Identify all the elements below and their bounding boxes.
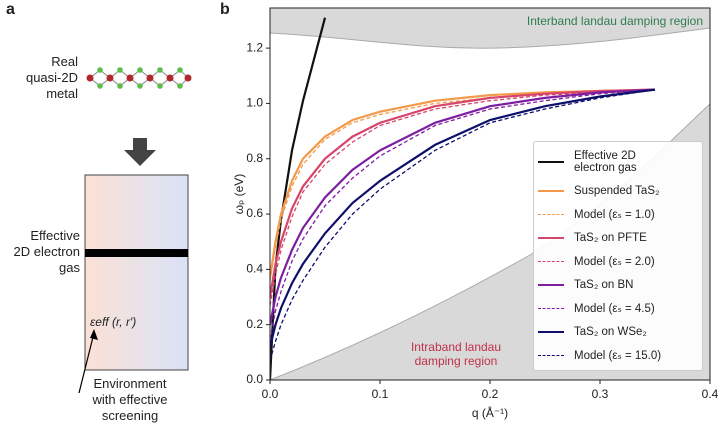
legend-entry: Model (εₛ = 1.0) (538, 203, 698, 227)
legend-label: Model (εₛ = 2.0) (574, 256, 655, 269)
x-tick-label: 0.1 (372, 387, 389, 401)
y-tick-label: 1.2 (246, 40, 263, 54)
legend-swatch (538, 307, 564, 309)
x-axis-label: q (Å⁻¹) (472, 405, 508, 420)
legend-swatch (538, 354, 564, 356)
legend-swatch (538, 260, 564, 262)
text-line: Environment (93, 376, 167, 391)
text-line: 2D electron (13, 244, 80, 259)
legend-swatch (538, 236, 564, 239)
pointer-head (90, 329, 98, 340)
pointer-line (78, 332, 95, 394)
annotation: damping region (415, 354, 498, 368)
text-line: metal (46, 86, 78, 101)
text-line: Real (51, 54, 78, 69)
legend-swatch (538, 161, 564, 163)
y-axis-label: ωₚ (eV) (232, 174, 246, 215)
legend: Effective 2D electron gas Suspended TaS₂ M… (533, 141, 703, 371)
y-tick-label: 0.8 (246, 151, 263, 165)
series-line (270, 88, 656, 281)
series-line (270, 88, 656, 298)
legend-entry: Model (εₛ = 15.0) (538, 344, 698, 368)
series-line (270, 88, 656, 348)
y-tick-label: 0.6 (246, 206, 263, 220)
legend-swatch (538, 283, 564, 286)
legend-label: TaS₂ on BN (574, 278, 634, 291)
legend-entry: Model (εₛ = 4.5) (538, 297, 698, 321)
electron-gas-sheet (85, 249, 188, 257)
legend-entry: TaS₂ on BN (538, 273, 698, 297)
series-line (270, 88, 656, 325)
x-tick-label: 0.3 (592, 387, 609, 401)
interband-region (269, 7, 711, 49)
series-line (270, 17, 327, 380)
legend-entry: TaS₂ on PFTE (538, 226, 698, 250)
environment-box (84, 174, 189, 371)
y-tick-label: 0.4 (246, 262, 263, 276)
annotation: Intraband landau (411, 340, 501, 354)
legend-swatch (538, 189, 564, 192)
legend-label: Model (εₛ = 4.5) (574, 303, 655, 316)
legend-swatch (538, 213, 564, 215)
x-tick-label: 0.0 (262, 387, 279, 401)
down-arrow (124, 138, 156, 166)
legend-label: Model (εₛ = 15.0) (574, 350, 662, 363)
legend-entry: Model (εₛ = 2.0) (538, 250, 698, 274)
text-line: Effective (30, 228, 80, 243)
series-line (270, 88, 656, 361)
panel-label: a (6, 1, 15, 18)
text-line: screening (101, 408, 159, 423)
x-tick-label: 0.2 (482, 387, 499, 401)
legend-entry: TaS₂ on WSe₂ (538, 320, 698, 344)
y-tick-label: 1.0 (246, 96, 263, 110)
box-text: Effective 2D electron gas (0, 228, 80, 276)
molecule (86, 67, 192, 89)
bottom-text: Environment with effective screening (70, 376, 190, 424)
legend-label: Effective 2D electron gas (574, 150, 637, 174)
legend-entry: Suspended TaS₂ (538, 179, 698, 203)
annotation: Interband landau damping region (527, 14, 703, 28)
text-line: quasi-2D (25, 70, 78, 85)
text-line: gas (59, 260, 80, 275)
y-tick-label: 0.2 (246, 317, 263, 331)
y-tick-label: 0.0 (246, 372, 263, 386)
legend-label: Model (εₛ = 1.0) (574, 209, 655, 222)
series-line (270, 88, 656, 306)
legend-label: TaS₂ on PFTE (574, 231, 647, 244)
panel-label: b (220, 1, 230, 18)
series-line (270, 88, 656, 339)
top-text: Real quasi-2D metal (0, 54, 78, 102)
series-line (270, 88, 656, 278)
legend-label: Suspended TaS₂ (574, 184, 660, 197)
legend-label: TaS₂ on WSe₂ (574, 325, 647, 338)
x-tick-label: 0.4 (702, 387, 719, 401)
legend-entry: Effective 2D electron gas (538, 145, 698, 179)
text-line: with effective (92, 392, 168, 407)
epsilon-label: εeff (r, r′) (90, 315, 137, 329)
legend-swatch (538, 330, 564, 333)
